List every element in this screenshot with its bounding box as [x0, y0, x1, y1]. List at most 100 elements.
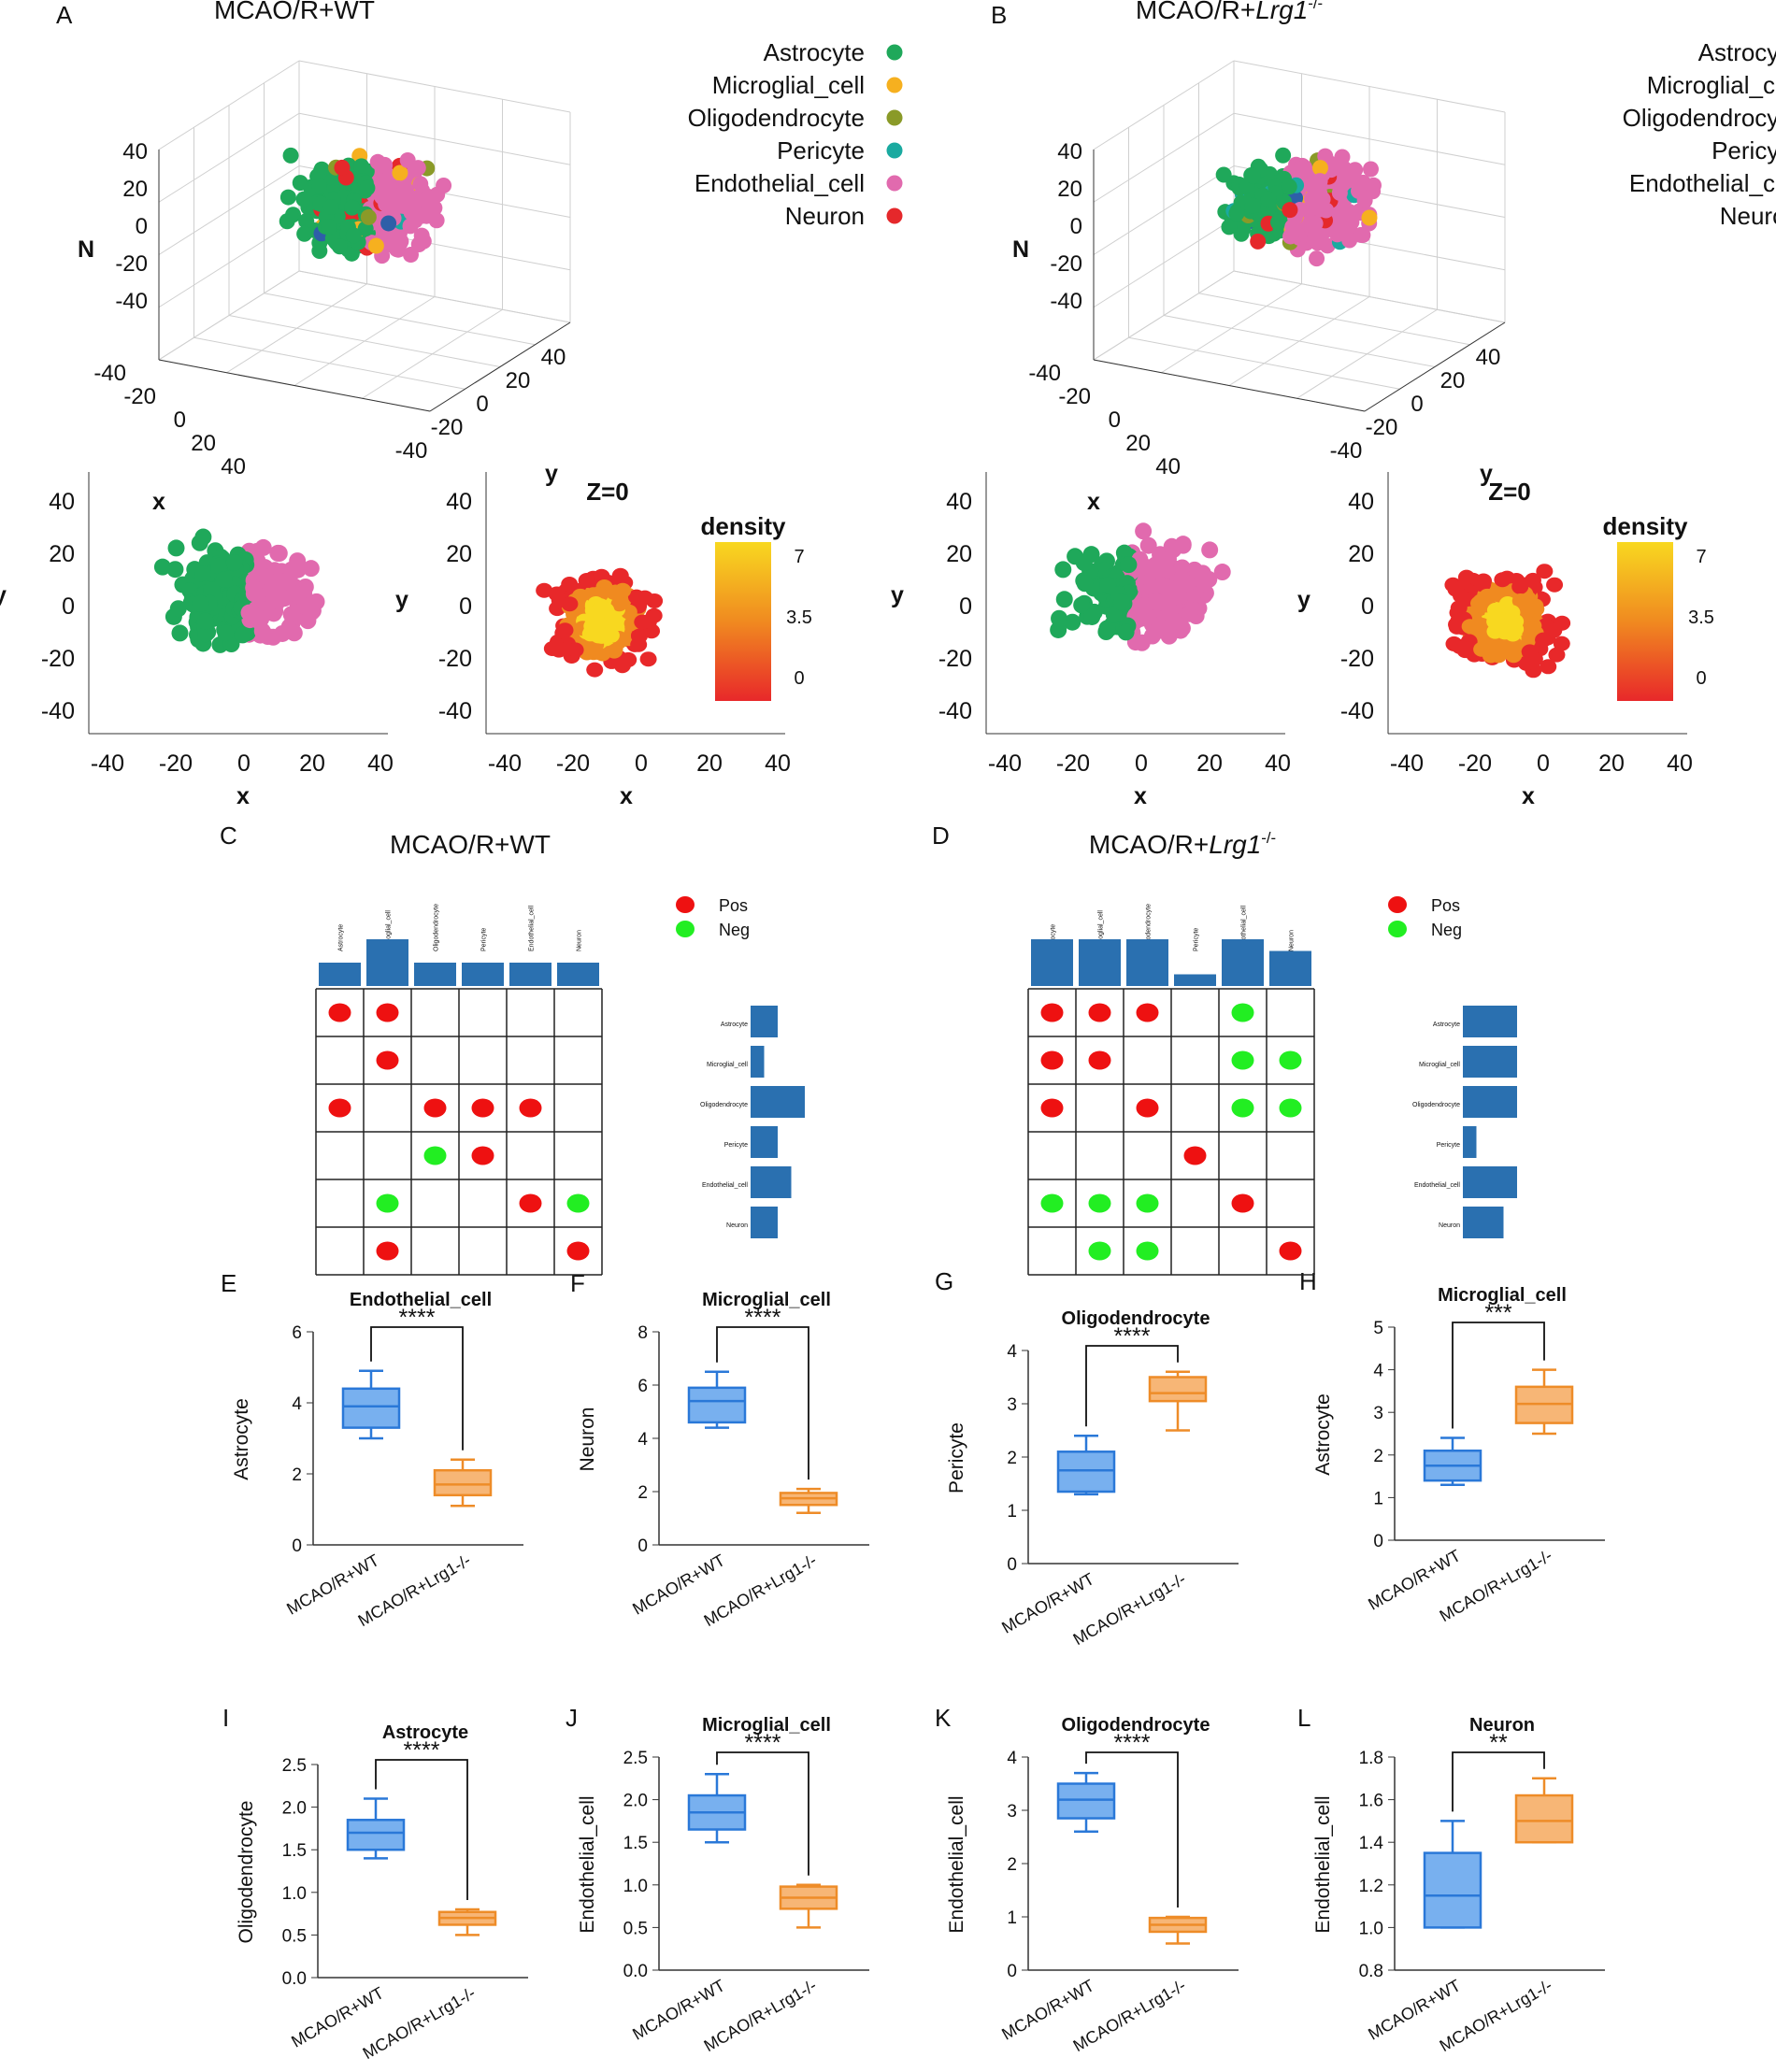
data-point — [1354, 174, 1371, 191]
y-tick: 1.0 — [1359, 1919, 1383, 1938]
y-tick: 0.8 — [1359, 1962, 1383, 1981]
panel-letter-I: I — [222, 1704, 229, 1732]
y-tick: 4 — [1373, 1362, 1383, 1381]
x-tick: -20 — [159, 750, 193, 777]
data-point — [296, 225, 313, 242]
density-point — [1451, 638, 1468, 654]
panel-A-3d: MCAO/R+WT40200-20-40N-40-2002040x-40-200… — [78, 0, 903, 515]
column-label: Neuron — [1289, 930, 1296, 951]
y-tick: 3 — [1007, 1395, 1017, 1415]
data-point — [1194, 564, 1211, 582]
y-tick: 1.5 — [282, 1841, 307, 1861]
data-point — [276, 590, 294, 607]
significance-bracket — [370, 1326, 464, 1450]
y-tick: 0 — [1007, 1555, 1017, 1575]
y-tick: 1.8 — [1359, 1749, 1383, 1768]
data-point — [1159, 620, 1177, 637]
y-tick: 3 — [1373, 1404, 1383, 1423]
data-point — [1260, 191, 1277, 207]
data-point — [191, 534, 208, 551]
significance-label: **** — [745, 1730, 781, 1756]
grid-line — [298, 270, 571, 323]
points — [1050, 522, 1231, 651]
density-point — [1474, 577, 1492, 593]
legend-label: Endothelial_cell — [695, 169, 865, 197]
panel-A-density: 40 20 0 -20 -40 -40 -20 0 20 40 y x Z=0 density 7 3.5 0 — [395, 472, 812, 809]
density-scale-bar — [1617, 542, 1673, 701]
column-bar — [1031, 939, 1073, 986]
row-bar — [1463, 1166, 1517, 1198]
y-tick: -40 — [438, 698, 472, 724]
column-label: Microglial_cell — [1098, 910, 1105, 951]
y-tick: 2.5 — [623, 1749, 648, 1768]
y-tick: 2 — [1007, 1855, 1017, 1875]
x-tick: -20 — [556, 750, 590, 777]
density-point — [578, 573, 595, 589]
data-point — [1221, 219, 1238, 236]
data-point — [246, 606, 264, 623]
x-tick: -20 — [1458, 750, 1492, 777]
points — [536, 567, 664, 678]
y-axis-label: y — [0, 582, 7, 608]
box — [433, 1468, 493, 1497]
panel-letter-G: G — [935, 1267, 953, 1295]
positive-dot — [566, 1241, 590, 1261]
y-axis — [1364, 322, 1506, 412]
density-point — [1479, 588, 1497, 604]
x-axis-label: x — [236, 783, 250, 809]
column-bar — [1079, 939, 1121, 986]
x-tick: 40 — [1667, 750, 1693, 777]
y-tick: 2.0 — [282, 1799, 307, 1819]
data-point — [369, 153, 386, 170]
significance-bracket — [716, 1326, 809, 1480]
negative-dot — [423, 1146, 447, 1165]
legend-label: Neg — [719, 921, 750, 939]
legend-label: Pericyte — [777, 136, 865, 164]
x-axis-label: x — [152, 489, 165, 515]
data-point — [1318, 202, 1335, 219]
x-tick: 40 — [765, 750, 791, 777]
data-point — [331, 238, 348, 255]
row-label: Endothelial_cell — [702, 1182, 748, 1189]
density-point — [606, 643, 623, 659]
negative-dot — [1279, 1050, 1302, 1070]
x-tick: 20 — [1125, 431, 1151, 456]
legend-dot — [886, 109, 903, 126]
panel-H-boxplot: Microglial_cell012345Astrocyte***MCAO/R+… — [1312, 1285, 1605, 1625]
row-bar — [751, 1086, 805, 1118]
y-tick: 20 — [49, 541, 75, 567]
positive-dot — [376, 1241, 399, 1261]
column-bar — [462, 963, 504, 986]
row-bar — [751, 1006, 778, 1037]
row-bar — [751, 1166, 792, 1198]
density-scale-bar — [715, 542, 771, 701]
panel-letter-J: J — [566, 1704, 578, 1732]
data-point — [1155, 551, 1173, 569]
row-bar — [1463, 1207, 1504, 1238]
z-tick: 40 — [122, 139, 148, 164]
grid-line — [1163, 315, 1436, 367]
chart-title: Oligodendrocyte — [1062, 1308, 1210, 1329]
data-point — [254, 538, 272, 556]
x-tick: 0 — [1537, 750, 1550, 777]
y-axis-label: y — [395, 587, 408, 613]
data-point — [334, 159, 351, 176]
data-point — [1244, 167, 1261, 184]
panel-title: MCAO/R+WT — [390, 830, 551, 859]
y-tick: -20 — [438, 646, 472, 672]
negative-dot — [1136, 1193, 1159, 1213]
points — [1215, 147, 1382, 267]
x-axis — [158, 359, 431, 412]
negative-dot — [1088, 1193, 1111, 1213]
negative-dot — [1040, 1193, 1064, 1213]
panel-A-xy: 40 20 0 -20 -40 -40 -20 0 20 40 y x — [0, 472, 394, 809]
data-point — [217, 624, 235, 642]
legend-label: Oligodendrocyte — [688, 104, 865, 132]
y-tick: 0 — [1007, 1962, 1017, 1981]
data-point — [412, 176, 429, 193]
y-tick: 2 — [292, 1465, 302, 1485]
significance-label: **** — [745, 1305, 781, 1331]
density-point — [1487, 635, 1505, 650]
legend: Astrocyte Microglial_cell Oligodendrocyte P… — [1623, 38, 1776, 230]
y-axis-label: y — [545, 461, 558, 487]
